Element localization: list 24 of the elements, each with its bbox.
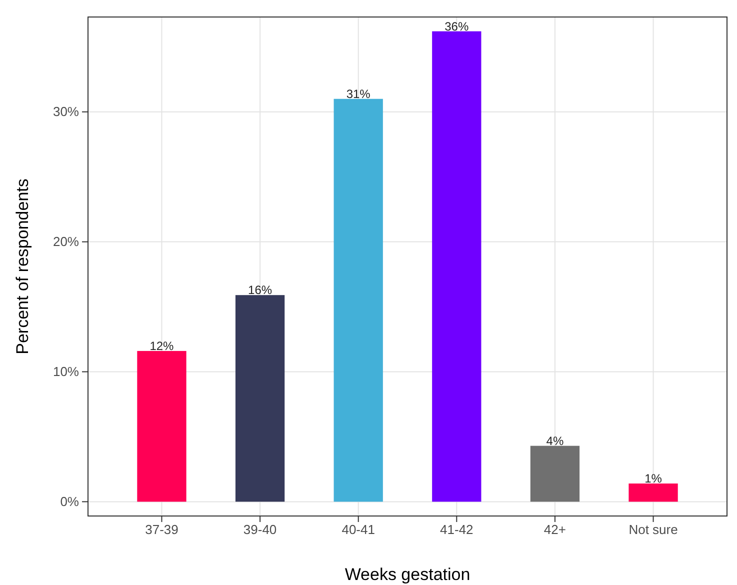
bar bbox=[235, 295, 285, 502]
data-label: 16% bbox=[248, 283, 272, 298]
y-tick-label: 20% bbox=[52, 234, 80, 249]
bar bbox=[530, 446, 580, 502]
bar bbox=[137, 350, 186, 502]
bar bbox=[334, 98, 383, 502]
data-label: 4% bbox=[546, 434, 564, 448]
y-tick-label: 30% bbox=[52, 104, 80, 120]
x-tick-label: 37-39 bbox=[145, 522, 178, 538]
data-label: 1% bbox=[644, 472, 662, 486]
data-label: 12% bbox=[150, 338, 174, 353]
x-tick-label: 41-42 bbox=[440, 522, 474, 538]
data-label: 36% bbox=[444, 19, 469, 34]
y-tick-label: 10% bbox=[52, 364, 80, 379]
x-tick-label: 39-40 bbox=[243, 522, 277, 538]
bar bbox=[432, 31, 482, 502]
y-axis-title: Percent of respondents bbox=[13, 178, 32, 354]
bar bbox=[628, 484, 678, 502]
x-tick-label: 42+ bbox=[544, 522, 566, 538]
x-tick-label: 40-41 bbox=[342, 522, 375, 538]
x-axis-title: Weeks gestation bbox=[344, 565, 470, 584]
data-label: 31% bbox=[346, 86, 371, 101]
x-tick-label: Not sure bbox=[628, 522, 678, 538]
y-tick-label: 0% bbox=[60, 494, 80, 509]
